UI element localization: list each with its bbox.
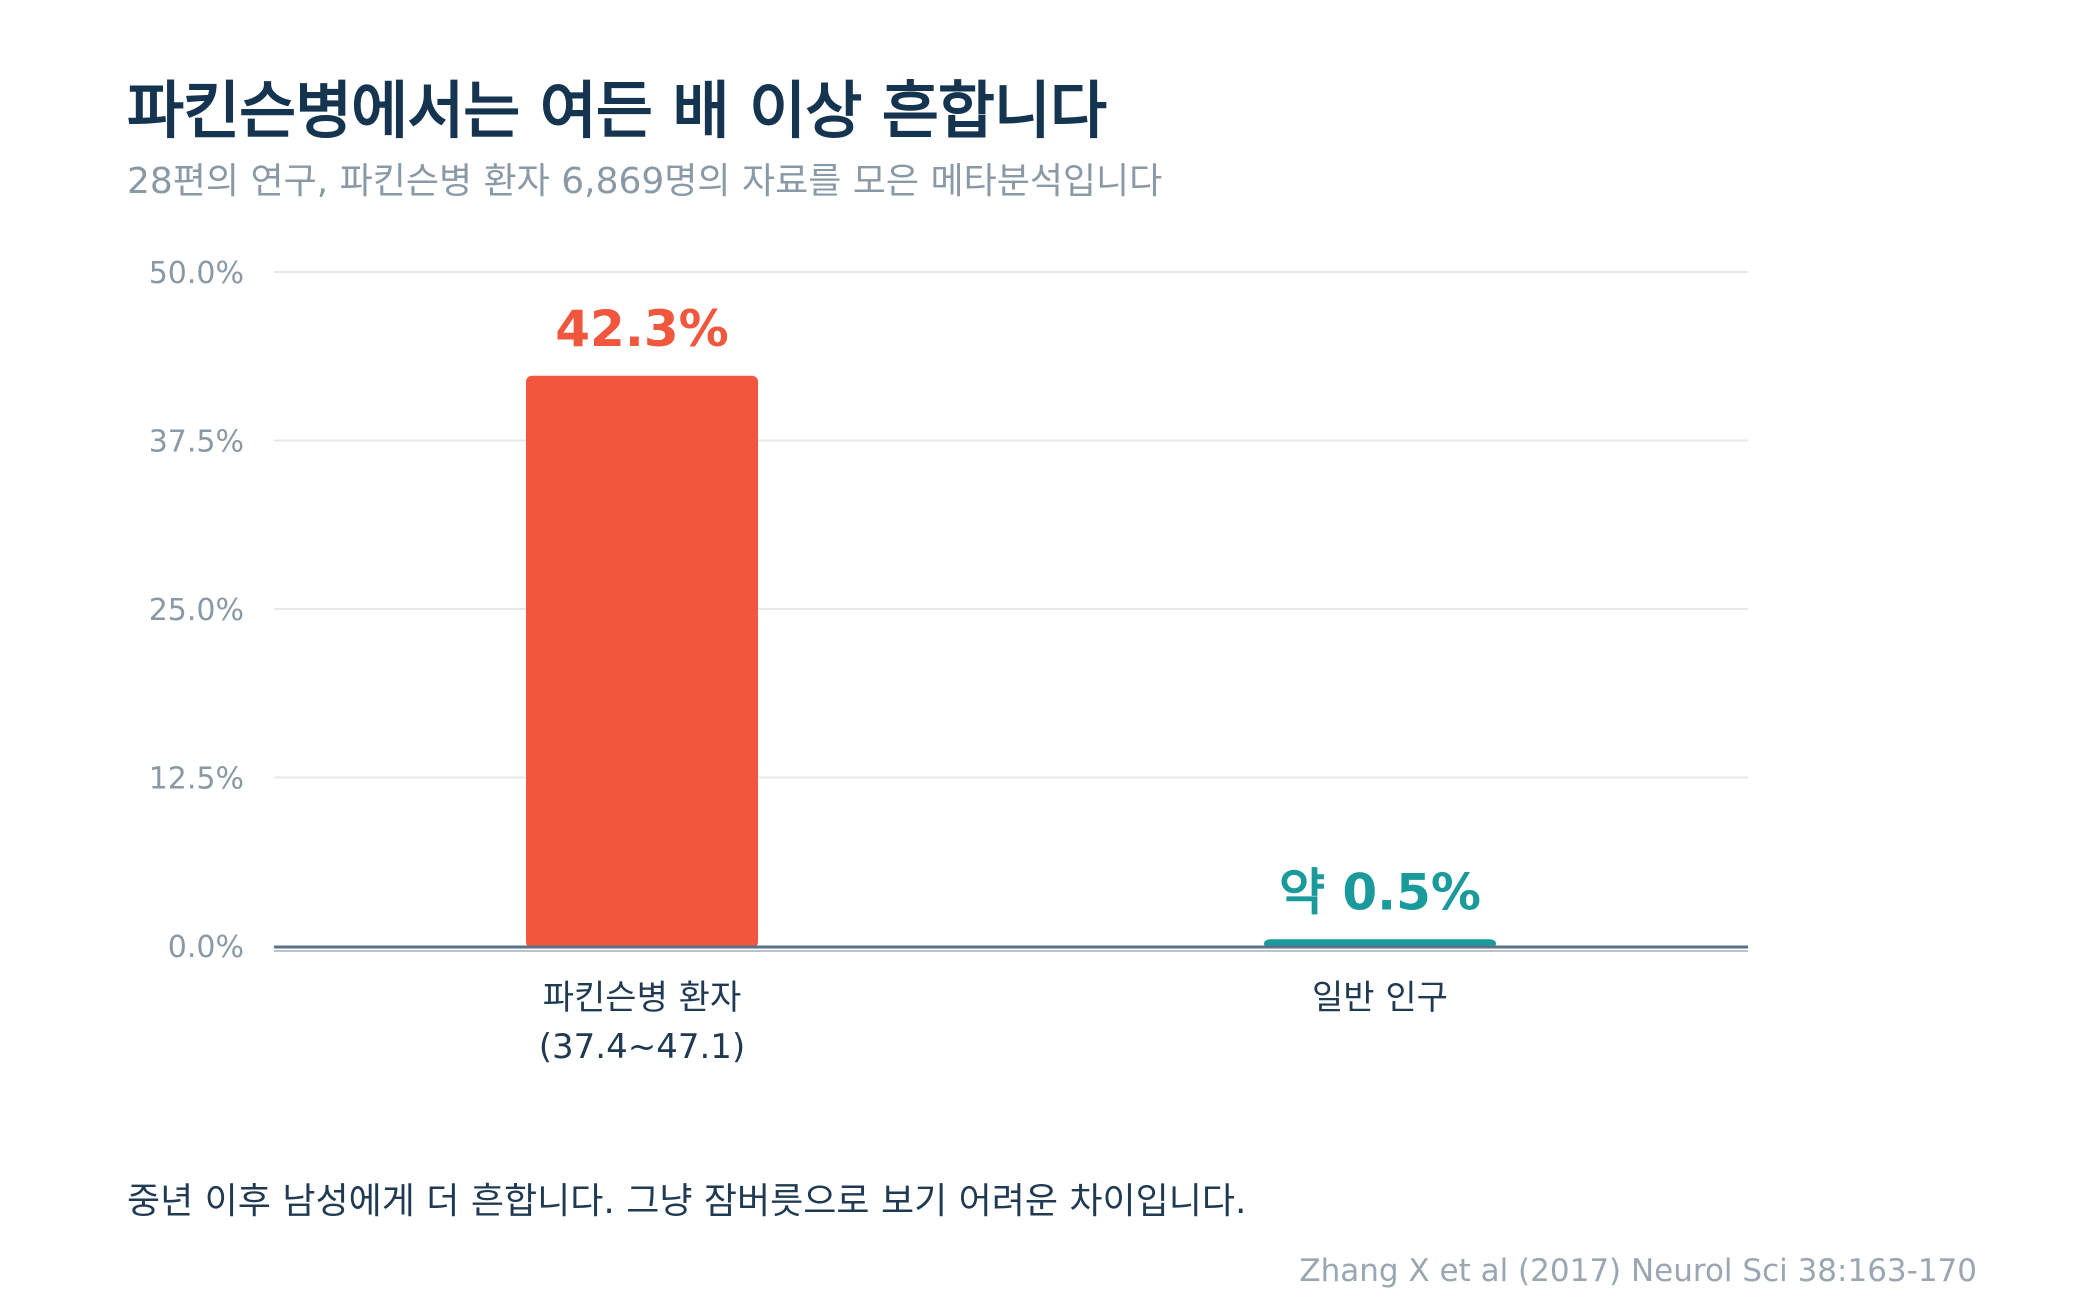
y-tick-label: 25.0%: [149, 593, 244, 628]
y-tick-label: 0.0%: [168, 930, 244, 965]
bar: [526, 375, 758, 948]
x-axis-baseline: [274, 945, 1748, 952]
category-label: 일반 인구: [1312, 978, 1448, 1018]
gridlines: [274, 271, 1748, 779]
category-labels: 파킨슨병 환자 (37.4~47.1) 일반 인구: [539, 978, 1448, 1067]
data-label: 약 0.5%: [1279, 863, 1481, 921]
chart-title: 파킨슨병에서는 여든 배 이상 흔합니다: [127, 74, 1107, 147]
y-tick-label: 50.0%: [149, 256, 244, 291]
source-citation: Zhang X et al (2017) Neurol Sci 38:163-1…: [1299, 1253, 1977, 1289]
bars: [526, 375, 1496, 948]
data-label: 42.3%: [555, 300, 728, 358]
y-tick-label: 37.5%: [149, 425, 244, 460]
value-labels: 42.3% 약 0.5%: [555, 300, 1481, 921]
category-sublabel: (37.4~47.1): [539, 1027, 745, 1067]
footnote: 중년 이후 남성에게 더 흔합니다. 그냥 잠버릇으로 보기 어려운 차이입니다…: [127, 1181, 1247, 1222]
category-label: 파킨슨병 환자: [543, 978, 742, 1018]
chart-subtitle: 28편의 연구, 파킨슨병 환자 6,869명의 자료를 모은 메타분석입니다: [127, 161, 1163, 202]
y-axis-tick-labels: 0.0% 12.5% 25.0% 37.5% 50.0%: [149, 256, 244, 965]
y-tick-label: 12.5%: [149, 762, 244, 797]
